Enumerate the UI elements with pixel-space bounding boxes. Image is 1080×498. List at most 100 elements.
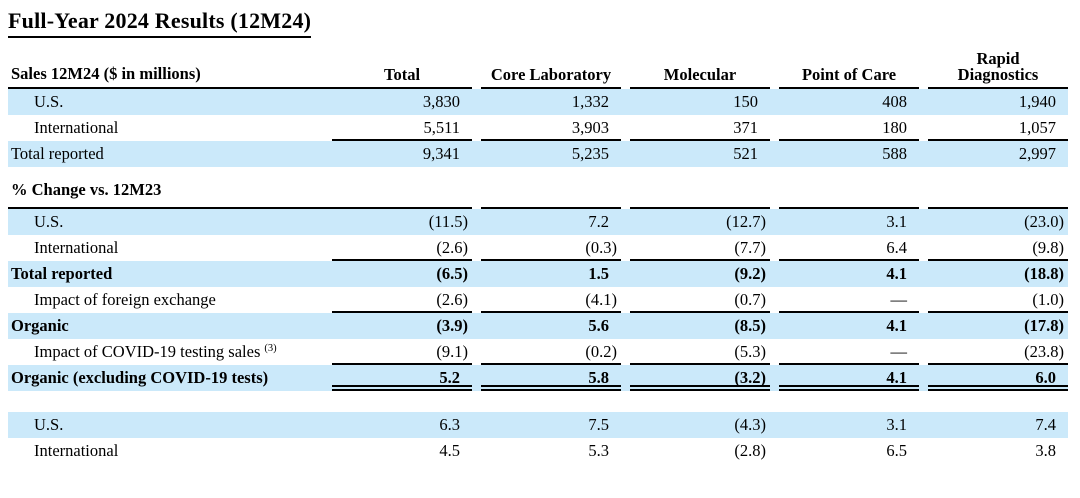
table-row-total-reported-change: Total reported (6.5) 1.5 (9.2) 4.1 (18.8… xyxy=(8,261,1068,287)
cell-value: 5.2 xyxy=(332,365,472,391)
header-rule xyxy=(928,180,1068,209)
cell-value: 4.5 xyxy=(439,441,460,460)
cell-value: 1,940 xyxy=(1018,92,1056,111)
cell-value: (17.8) xyxy=(1024,316,1064,335)
table-row-fx-impact: Impact of foreign exchange (2.6) (4.1) (… xyxy=(8,287,1068,313)
cell-value: 5,511 xyxy=(332,115,472,141)
cell-value: (11.5) xyxy=(428,212,468,231)
cell-value: 371 xyxy=(630,115,770,141)
row-label: Organic xyxy=(11,316,69,335)
cell-value: 6.3 xyxy=(439,415,460,434)
cell-value: (2.8) xyxy=(734,441,766,460)
cell-value: (4.1) xyxy=(481,287,621,313)
row-label: U.S. xyxy=(34,415,64,434)
cell-value: (5.3) xyxy=(630,339,770,365)
cell-value: 5.6 xyxy=(588,316,609,335)
section-spacer xyxy=(8,391,1068,412)
cell-value: (12.7) xyxy=(726,212,766,231)
row-label: U.S. xyxy=(34,92,64,111)
row-label: International xyxy=(34,238,119,257)
cell-value: 3,903 xyxy=(481,115,621,141)
header-rule xyxy=(779,180,919,209)
cell-value: (0.3) xyxy=(481,235,621,261)
page-title: Full-Year 2024 Results (12M24) xyxy=(8,8,312,38)
table-row-us-sales: U.S. 3,830 1,332 150 408 1,940 xyxy=(8,89,1068,115)
column-header-core-laboratory: Core Laboratory xyxy=(481,66,621,89)
row-label: International xyxy=(34,441,119,460)
table-caption-label: Sales 12M24 ($ in millions) xyxy=(11,64,201,83)
cell-value: 150 xyxy=(733,92,758,111)
table-row-covid-impact: Impact of COVID-19 testing sales (3) (9.1… xyxy=(8,339,1068,365)
cell-value: 180 xyxy=(779,115,919,141)
table-row-organic-ex-covid: Organic (excluding COVID-19 tests) 5.2 5… xyxy=(8,365,1068,391)
column-header-point-of-care: Point of Care xyxy=(779,66,919,89)
header-group-label-total: Sales 12M24 ($ in millions) Total xyxy=(8,65,472,89)
cell-value: (9.2) xyxy=(734,264,766,283)
results-table: Sales 12M24 ($ in millions) Total Core L… xyxy=(8,50,1068,464)
cell-value: 5,235 xyxy=(571,144,609,163)
cell-value: (6.5) xyxy=(436,264,468,283)
cell-value: 6.0 xyxy=(928,365,1068,391)
column-header-rapid-diagnostics: Rapid Diagnostics xyxy=(928,50,1068,89)
row-label-text: Impact of COVID-19 testing sales xyxy=(34,342,261,361)
cell-value: 6.4 xyxy=(779,235,919,261)
cell-value: 1,332 xyxy=(571,92,609,111)
cell-value: (18.8) xyxy=(1024,264,1064,283)
cell-value: 3,830 xyxy=(422,92,460,111)
table-header-row: Sales 12M24 ($ in millions) Total Core L… xyxy=(8,50,1068,89)
cell-value: 3.1 xyxy=(886,415,907,434)
cell-value: 521 xyxy=(733,144,758,163)
row-label: Impact of foreign exchange xyxy=(34,290,216,309)
cell-value: 4.1 xyxy=(779,365,919,391)
column-header-total: Total xyxy=(383,65,421,84)
row-label: U.S. xyxy=(34,212,64,231)
cell-value: (23.8) xyxy=(928,339,1068,365)
cell-value: (8.5) xyxy=(734,316,766,335)
cell-value: 408 xyxy=(882,92,907,111)
cell-value: — xyxy=(779,287,919,313)
cell-value: 7.5 xyxy=(588,415,609,434)
section-title: % Change vs. 12M23 xyxy=(11,180,162,199)
cell-value: (23.0) xyxy=(1024,212,1064,231)
table-row-international-change: International (2.6) (0.3) (7.7) 6.4 (9.8… xyxy=(8,235,1068,261)
cell-value: 3.8 xyxy=(1035,441,1056,460)
header-rule xyxy=(481,180,621,209)
cell-value: 2,997 xyxy=(1018,144,1056,163)
table-row-us-growth: U.S. 6.3 7.5 (4.3) 3.1 7.4 xyxy=(8,412,1068,438)
cell-value: (1.0) xyxy=(928,287,1068,313)
cell-value: (9.8) xyxy=(928,235,1068,261)
cell-value: 7.4 xyxy=(1035,415,1056,434)
document-page: Full-Year 2024 Results (12M24) Sales 12M… xyxy=(8,8,1068,464)
cell-value: 1.5 xyxy=(588,264,609,283)
cell-value: (3.2) xyxy=(630,365,770,391)
cell-value: 7.2 xyxy=(588,212,609,231)
table-row-us-change: U.S. (11.5) 7.2 (12.7) 3.1 (23.0) xyxy=(8,209,1068,235)
table-row-organic: Organic (3.9) 5.6 (8.5) 4.1 (17.8) xyxy=(8,313,1068,339)
row-label: Total reported xyxy=(11,264,113,283)
table-row-total-reported-sales: Total reported 9,341 5,235 521 588 2,997 xyxy=(8,141,1068,167)
cell-value: 6.5 xyxy=(886,441,907,460)
section-header-group: % Change vs. 12M23 xyxy=(8,180,472,209)
footnote-reference: (3) xyxy=(264,342,277,354)
table-row-international-growth: International 4.5 5.3 (2.8) 6.5 3.8 xyxy=(8,438,1068,464)
cell-value: 1,057 xyxy=(928,115,1068,141)
cell-value: (7.7) xyxy=(630,235,770,261)
row-label: Total reported xyxy=(11,144,104,163)
row-label: International xyxy=(34,118,119,137)
section-header-row: % Change vs. 12M23 xyxy=(8,180,1068,209)
cell-value: 9,341 xyxy=(422,144,460,163)
cell-value: (0.7) xyxy=(630,287,770,313)
cell-value: (2.6) xyxy=(332,287,472,313)
cell-value: 5.3 xyxy=(588,441,609,460)
header-rule xyxy=(630,180,770,209)
cell-value: (2.6) xyxy=(332,235,472,261)
cell-value: (9.1) xyxy=(332,339,472,365)
cell-value: (0.2) xyxy=(481,339,621,365)
column-header-molecular: Molecular xyxy=(630,66,770,89)
cell-value: (3.9) xyxy=(436,316,468,335)
cell-value: 5.8 xyxy=(481,365,621,391)
table-row-international-sales: International 5,511 3,903 371 180 1,057 xyxy=(8,115,1068,141)
cell-value: 3.1 xyxy=(886,212,907,231)
row-label: Impact of COVID-19 testing sales (3) xyxy=(8,339,323,365)
cell-value: 4.1 xyxy=(886,316,907,335)
